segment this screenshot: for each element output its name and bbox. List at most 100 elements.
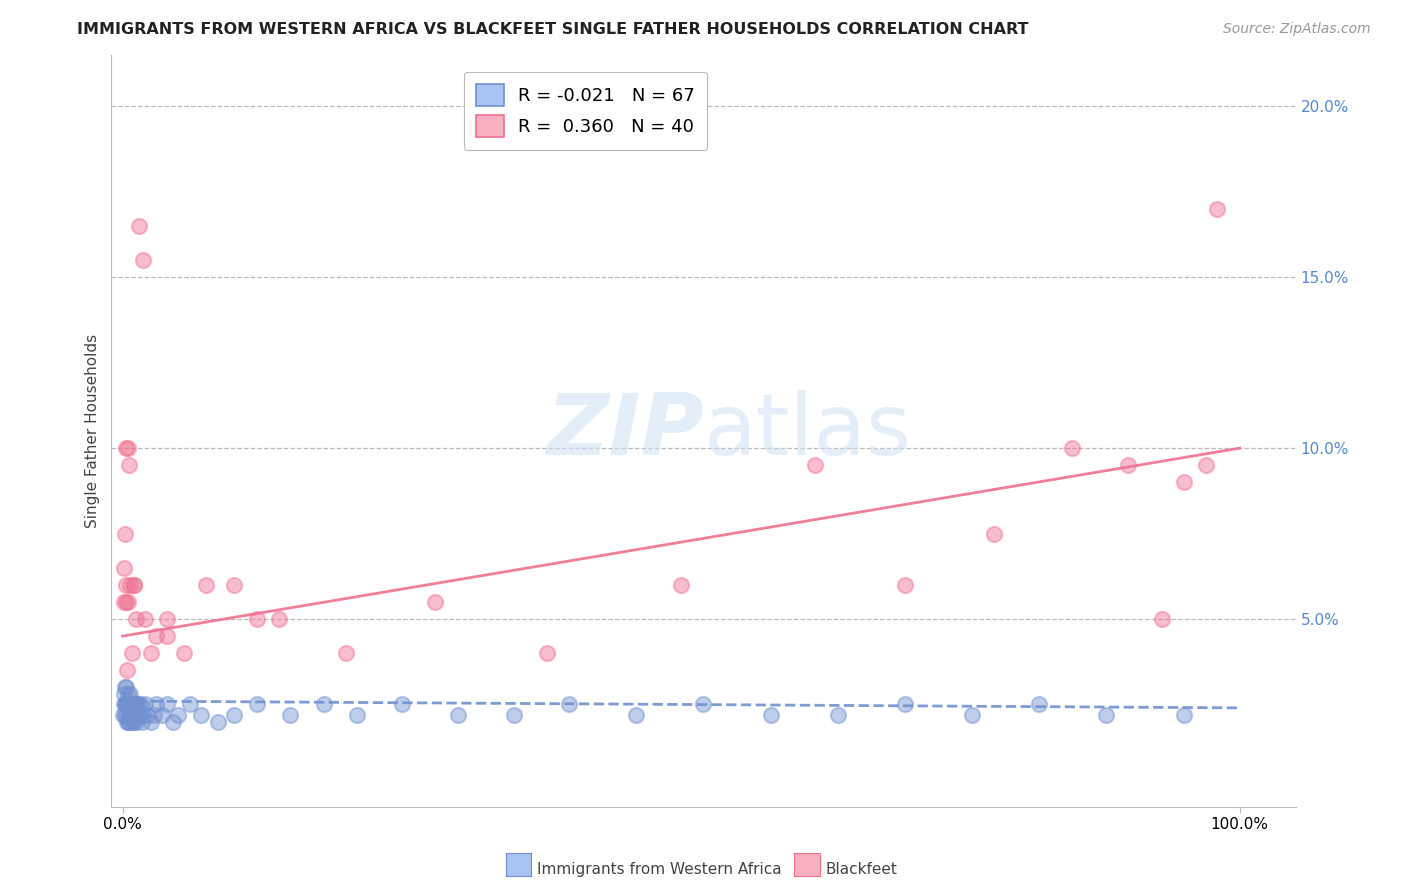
Text: IMMIGRANTS FROM WESTERN AFRICA VS BLACKFEET SINGLE FATHER HOUSEHOLDS CORRELATION: IMMIGRANTS FROM WESTERN AFRICA VS BLACKF… bbox=[77, 22, 1029, 37]
Point bbox=[117, 698, 139, 712]
Point bbox=[125, 612, 148, 626]
Point bbox=[267, 612, 290, 626]
Point bbox=[759, 707, 782, 722]
Point bbox=[112, 561, 135, 575]
Point bbox=[115, 714, 138, 729]
Point bbox=[425, 595, 447, 609]
Point bbox=[121, 698, 143, 712]
Point bbox=[246, 612, 269, 626]
Point bbox=[124, 698, 146, 712]
Point bbox=[125, 698, 148, 712]
Point bbox=[115, 698, 138, 712]
Point bbox=[128, 707, 150, 722]
Point bbox=[1206, 202, 1229, 216]
Point bbox=[156, 612, 179, 626]
Point bbox=[117, 714, 139, 729]
Point bbox=[115, 663, 138, 677]
Point bbox=[167, 707, 190, 722]
Point bbox=[139, 714, 162, 729]
Point bbox=[134, 698, 156, 712]
Legend: R = -0.021   N = 67, R =  0.360   N = 40: R = -0.021 N = 67, R = 0.360 N = 40 bbox=[464, 71, 707, 150]
Point bbox=[142, 707, 165, 722]
Point bbox=[120, 578, 142, 592]
Point bbox=[179, 698, 201, 712]
Point bbox=[127, 707, 149, 722]
Point bbox=[115, 595, 138, 609]
Point bbox=[122, 698, 145, 712]
Point bbox=[195, 578, 218, 592]
Point bbox=[131, 707, 153, 722]
Point bbox=[121, 714, 143, 729]
Point bbox=[114, 698, 136, 712]
Point bbox=[112, 687, 135, 701]
Point bbox=[173, 646, 195, 660]
Point bbox=[117, 595, 139, 609]
Point bbox=[112, 698, 135, 712]
Point bbox=[692, 698, 714, 712]
Point bbox=[122, 578, 145, 592]
Point bbox=[121, 646, 143, 660]
Point bbox=[145, 698, 167, 712]
Point bbox=[118, 698, 141, 712]
Point bbox=[536, 646, 558, 660]
Point bbox=[121, 707, 143, 722]
Point bbox=[115, 698, 138, 712]
Point bbox=[669, 578, 692, 592]
Point bbox=[893, 578, 915, 592]
Point bbox=[114, 681, 136, 695]
Point bbox=[115, 578, 138, 592]
Point bbox=[118, 707, 141, 722]
Text: Immigrants from Western Africa: Immigrants from Western Africa bbox=[537, 863, 782, 877]
Point bbox=[117, 441, 139, 455]
Point bbox=[278, 707, 301, 722]
Point bbox=[114, 707, 136, 722]
Text: atlas: atlas bbox=[703, 390, 911, 473]
Point bbox=[115, 707, 138, 722]
Point bbox=[145, 629, 167, 643]
Point bbox=[117, 687, 139, 701]
Point bbox=[117, 698, 139, 712]
Point bbox=[112, 595, 135, 609]
Point bbox=[1150, 612, 1173, 626]
Y-axis label: Single Father Households: Single Father Households bbox=[86, 334, 100, 528]
Point bbox=[1094, 707, 1116, 722]
Point bbox=[115, 681, 138, 695]
Point bbox=[136, 707, 159, 722]
Point bbox=[1116, 458, 1139, 473]
Point bbox=[128, 219, 150, 233]
Point bbox=[1173, 707, 1195, 722]
Point bbox=[162, 714, 184, 729]
Point bbox=[114, 526, 136, 541]
Point bbox=[122, 714, 145, 729]
Point bbox=[120, 707, 142, 722]
Point bbox=[122, 578, 145, 592]
Point bbox=[626, 707, 648, 722]
Text: ZIP: ZIP bbox=[546, 390, 703, 473]
Point bbox=[124, 707, 146, 722]
Point bbox=[134, 612, 156, 626]
Point bbox=[893, 698, 915, 712]
Point bbox=[121, 698, 143, 712]
Point bbox=[156, 629, 179, 643]
Point bbox=[804, 458, 827, 473]
Point bbox=[1062, 441, 1084, 455]
Point bbox=[346, 707, 368, 722]
Point bbox=[312, 698, 335, 712]
Point bbox=[1028, 698, 1050, 712]
Point bbox=[131, 253, 153, 268]
Point bbox=[224, 578, 246, 592]
Point bbox=[115, 441, 138, 455]
Point bbox=[120, 698, 142, 712]
Point bbox=[391, 698, 413, 712]
Point bbox=[150, 707, 173, 722]
Point bbox=[827, 707, 849, 722]
Point bbox=[224, 707, 246, 722]
Point bbox=[131, 714, 153, 729]
Point bbox=[125, 714, 148, 729]
Text: Blackfeet: Blackfeet bbox=[825, 863, 897, 877]
Point bbox=[502, 707, 524, 722]
Point bbox=[246, 698, 269, 712]
Point bbox=[112, 707, 135, 722]
Point bbox=[1173, 475, 1195, 490]
Point bbox=[207, 714, 229, 729]
